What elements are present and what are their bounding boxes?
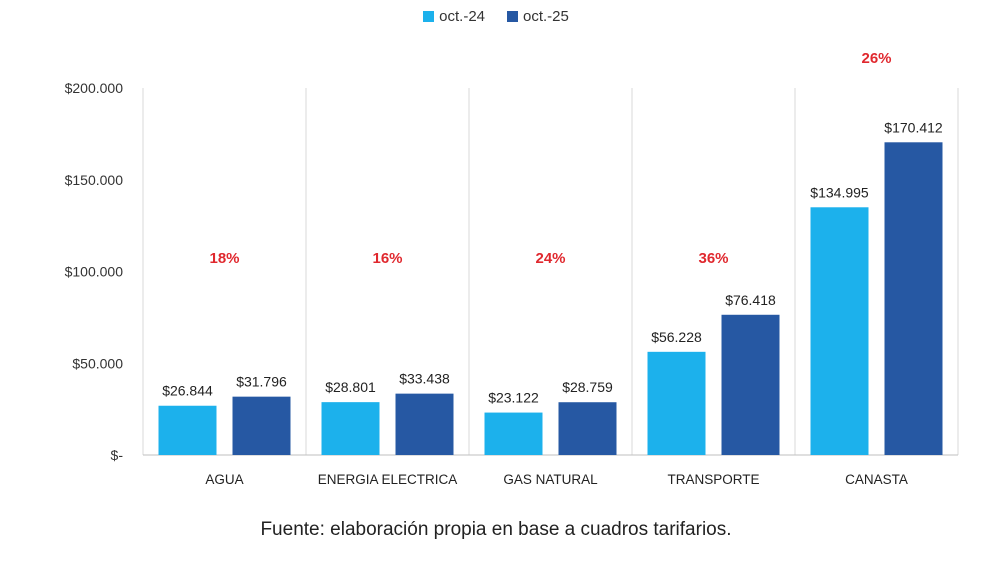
percent-change-annotation: 24% xyxy=(535,250,565,267)
bar-oct-24 xyxy=(158,405,217,455)
y-tick-label: $50.000 xyxy=(72,355,123,371)
y-tick-label: $200.000 xyxy=(65,80,124,96)
x-tick-label: TRANSPORTE xyxy=(667,472,759,487)
bar-oct-24 xyxy=(484,412,543,455)
data-label: $56.228 xyxy=(651,329,702,345)
data-label: $33.438 xyxy=(399,371,450,387)
legend-label-oct-24: oct.-24 xyxy=(439,8,485,25)
x-tick-label: ENERGIA ELECTRICA xyxy=(318,472,458,487)
legend-swatch-oct-24 xyxy=(423,11,435,22)
source-note: Fuente: elaboración propia en base a cua… xyxy=(260,519,732,540)
legend-item-oct-24: oct.-24 xyxy=(423,8,485,25)
y-tick-label: $100.000 xyxy=(65,264,124,280)
y-tick-label: $- xyxy=(111,447,124,463)
y-tick-label: $150.000 xyxy=(65,172,124,188)
bar-oct-24 xyxy=(321,402,380,455)
legend-swatch-oct-25 xyxy=(507,11,518,22)
data-label: $26.844 xyxy=(162,383,213,399)
percent-change-annotation: 36% xyxy=(698,250,728,267)
data-label: $134.995 xyxy=(810,184,869,200)
x-tick-label: GAS NATURAL xyxy=(503,472,598,487)
legend-item-oct-25: oct.-25 xyxy=(507,8,569,25)
percent-change-annotation: 18% xyxy=(209,250,239,267)
percent-change-annotation: 26% xyxy=(861,50,891,67)
bar-oct-25 xyxy=(558,402,617,455)
bar-oct-24 xyxy=(810,207,869,455)
data-label: $76.418 xyxy=(725,292,776,308)
bar-oct-25 xyxy=(232,396,291,455)
x-tick-label: AGUA xyxy=(205,472,243,487)
data-label: $170.412 xyxy=(884,119,943,135)
bar-oct-25 xyxy=(395,393,454,455)
percent-change-annotation: 16% xyxy=(372,250,402,267)
x-tick-label: CANASTA xyxy=(845,472,908,487)
bar-oct-25 xyxy=(721,314,780,455)
legend: oct.-24 oct.-25 xyxy=(0,8,992,25)
data-label: $28.801 xyxy=(325,379,376,395)
data-label: $28.759 xyxy=(562,379,613,395)
data-label: $31.796 xyxy=(236,374,287,390)
bar-oct-25 xyxy=(884,142,943,455)
legend-label-oct-25: oct.-25 xyxy=(523,8,569,25)
data-label: $23.122 xyxy=(488,390,539,406)
bar-oct-24 xyxy=(647,351,706,455)
